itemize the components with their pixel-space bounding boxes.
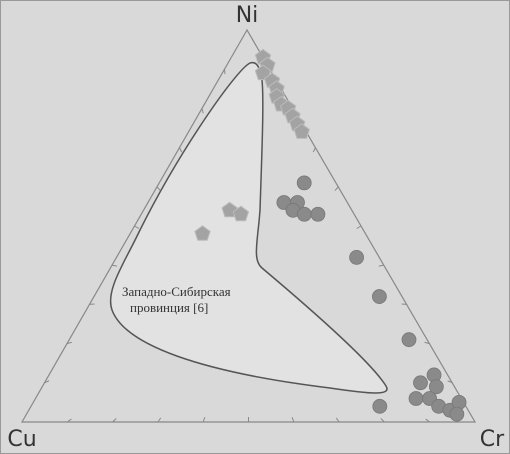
tick-mark (111, 264, 118, 267)
tick-mark (378, 264, 384, 267)
point (310, 206, 326, 222)
field-outline (109, 61, 388, 394)
field-label: провинция [6] (130, 300, 208, 315)
point (401, 332, 417, 348)
tick-mark (380, 418, 385, 423)
tick-mark (179, 147, 183, 153)
tick-mark (66, 341, 72, 345)
tick-mark (425, 418, 430, 423)
point (194, 225, 211, 241)
point (349, 249, 364, 265)
tick-mark (335, 417, 340, 423)
tick-mark (447, 380, 453, 384)
point (428, 379, 444, 395)
point (254, 64, 272, 81)
point (408, 391, 424, 406)
point (296, 175, 312, 191)
axis-label: Cu (7, 427, 36, 452)
point (296, 206, 312, 222)
tick-mark (44, 380, 50, 384)
tick-mark (424, 341, 430, 345)
point (413, 375, 428, 391)
point (371, 289, 387, 304)
point (232, 205, 250, 222)
field-label: Западно-Сибирская (122, 284, 231, 299)
tick-mark (356, 225, 362, 229)
tick-mark (134, 225, 140, 229)
point (293, 123, 310, 139)
tick-mark (202, 417, 206, 423)
tick-mark (67, 418, 72, 423)
tick-mark (156, 186, 161, 191)
point (449, 406, 465, 422)
tick-mark (224, 69, 226, 75)
point (372, 398, 388, 414)
tick-mark (201, 108, 204, 114)
axis-label: Cr (480, 427, 505, 452)
tick-mark (334, 186, 339, 191)
tick-mark (157, 417, 162, 423)
tick-mark (291, 417, 295, 423)
axis-label: Ni (236, 3, 259, 28)
tick-mark (112, 418, 117, 423)
tick-mark (312, 147, 316, 153)
